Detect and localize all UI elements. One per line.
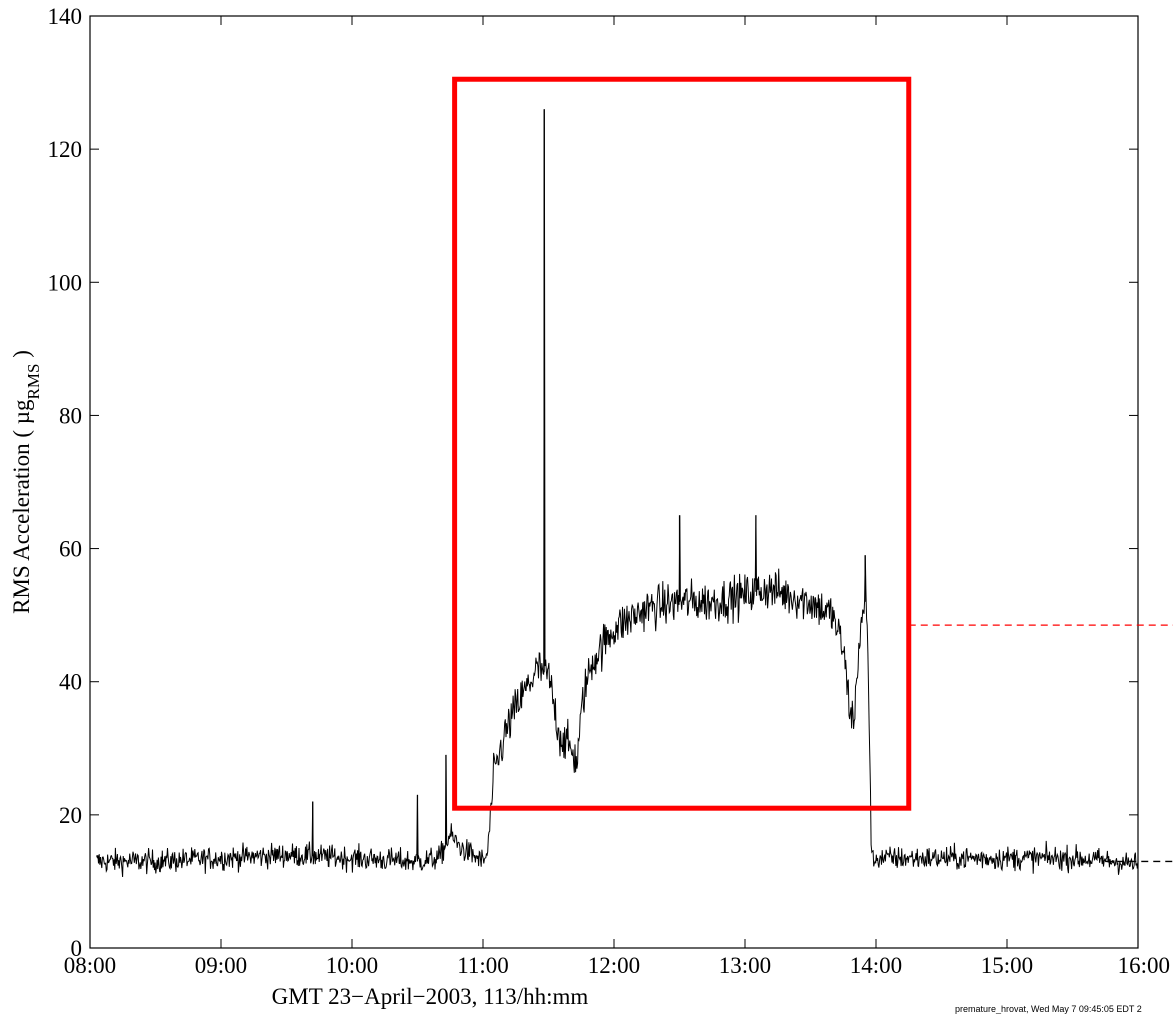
annotations [452, 76, 1173, 863]
x-tick-label: 12:00 [588, 953, 640, 978]
y-tick-label: 20 [59, 803, 82, 828]
y-tick-label: 120 [48, 137, 83, 162]
y-tick-label: 80 [59, 403, 82, 428]
x-tick-label: 13:00 [719, 953, 771, 978]
y-axis-label-main: RMS Acceleration ( µg [9, 399, 34, 614]
plot-lines [96, 109, 1139, 878]
y-axis-label-sub: RMS [24, 364, 43, 400]
x-tick-label: 15:00 [981, 953, 1033, 978]
axis-ticks [89, 15, 1139, 949]
y-axis-label-end: ) [9, 350, 34, 363]
x-tick-label: 11:00 [457, 953, 509, 978]
x-tick-label: 10:00 [326, 953, 378, 978]
x-axis-label: GMT 23−April−2003, 113/hh:mm [272, 984, 589, 1009]
y-tick-label: 100 [48, 270, 83, 295]
y-axis-label: RMS Acceleration ( µgRMS ) [9, 350, 43, 614]
y-tick-label: 0 [71, 936, 83, 961]
axis-tick-labels: 08:00 09:00 10:00 11:00 12:00 13:00 14:00 15:00… [48, 4, 1171, 978]
y-tick-label: 60 [59, 537, 82, 562]
x-tick-label: 08:00 [64, 953, 116, 978]
x-tick-label: 09:00 [195, 953, 247, 978]
y-tick-label: 140 [48, 4, 83, 29]
series-line [96, 109, 1139, 878]
highlight-box [452, 76, 912, 811]
y-tick-label: 40 [59, 670, 82, 695]
x-tick-label: 16:00 [1118, 953, 1170, 978]
footer-timestamp: premature_hrovat, Wed May 7 09:45:05 EDT… [955, 1004, 1142, 1014]
x-tick-label: 14:00 [850, 953, 902, 978]
